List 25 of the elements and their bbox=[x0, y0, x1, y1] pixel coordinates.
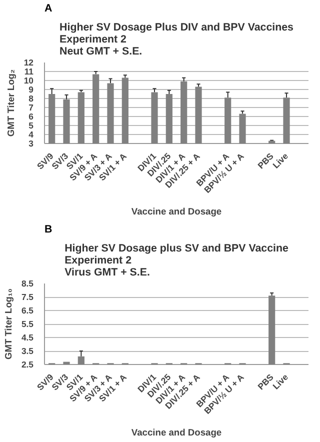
y-tick-label: 12 bbox=[24, 58, 34, 68]
y-tick-label: 7.5 bbox=[21, 292, 34, 302]
y-tick-label: 3 bbox=[28, 138, 34, 148]
text: A bbox=[44, 2, 52, 14]
chart-title: Higher SV Dosage plus SV and BPV Vaccine Experiment 2 Virus GMT + S.E. bbox=[64, 242, 288, 278]
y-tick-label: 8.5 bbox=[21, 278, 34, 288]
y-axis-title: GMT Titer Log₁₀ bbox=[3, 288, 14, 360]
chart-title: Higher SV Dosage Plus DIV and BPV Vaccines Experiment 2 Neut GMT + S.E. bbox=[60, 22, 294, 58]
y-tick-label: 10 bbox=[24, 76, 34, 86]
y-tick-label: 9 bbox=[28, 84, 34, 94]
y-tick-label: 3.5 bbox=[21, 346, 34, 356]
y-tick-label: 8 bbox=[28, 94, 34, 104]
y-tick-label: 6.5 bbox=[21, 306, 34, 316]
x-axis-title: Vaccine and Dosage bbox=[131, 427, 222, 438]
x-axis-title: Vaccine and Dosage bbox=[131, 206, 222, 216]
y-tick-label: 4.5 bbox=[21, 332, 34, 342]
y-tick-label: 2.5 bbox=[21, 360, 34, 370]
text: B bbox=[44, 224, 52, 236]
y-tick-label: 7 bbox=[28, 102, 34, 112]
y-tick-label: 6 bbox=[28, 112, 34, 122]
y-tick-label: 11 bbox=[24, 66, 34, 76]
y-tick-label: 4 bbox=[28, 130, 34, 140]
y-tick-label: 5.5 bbox=[21, 319, 34, 329]
y-axis-title: GMT Titer Log₂ bbox=[6, 69, 16, 137]
y-tick-label: 5 bbox=[28, 120, 34, 130]
